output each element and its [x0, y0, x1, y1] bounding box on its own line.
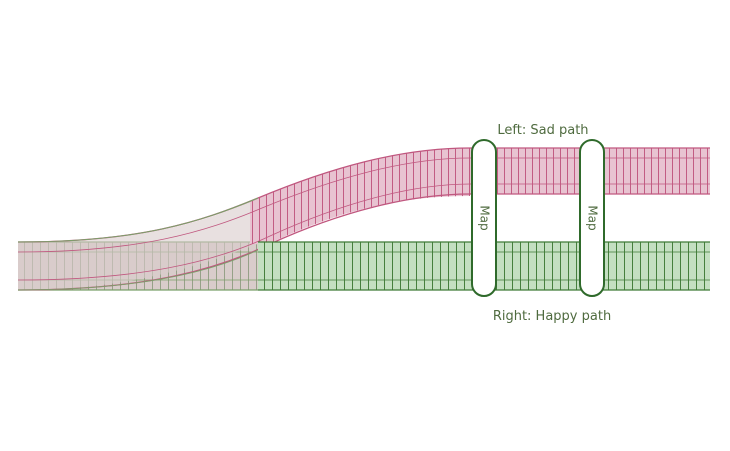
- happy-path-label: Right: Happy path: [493, 309, 611, 324]
- map-gate-1: Map: [471, 139, 497, 297]
- map-gate-2-label: Map: [586, 205, 600, 230]
- map-gate-1-label: Map: [478, 205, 492, 230]
- map-gate-2: Map: [579, 139, 605, 297]
- sad-path-label: Left: Sad path: [497, 123, 588, 138]
